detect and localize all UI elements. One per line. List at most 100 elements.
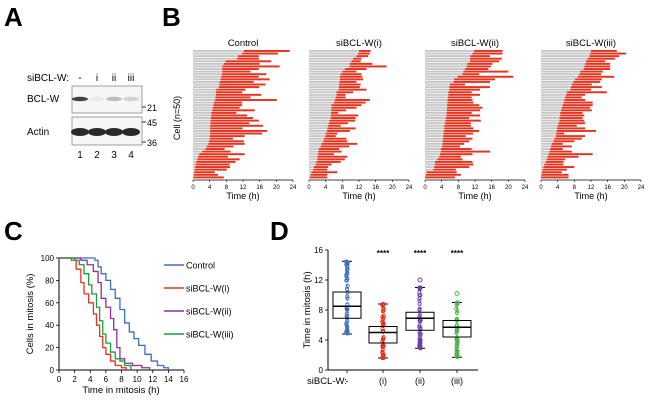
interphase-bar	[425, 99, 448, 101]
data-point	[381, 315, 386, 320]
interphase-bar	[309, 65, 350, 68]
box	[405, 311, 435, 331]
data-point	[454, 352, 459, 357]
mitosis-bar	[323, 140, 348, 143]
mitosis-bar	[442, 142, 465, 145]
interphase-bar	[193, 65, 223, 68]
interphase-bar	[425, 70, 464, 73]
interphase-bar	[309, 145, 321, 148]
interphase-bar	[425, 96, 448, 99]
mitosis-bar	[330, 114, 359, 117]
interphase-bar	[309, 129, 327, 132]
x-tick-label: 8	[225, 185, 229, 191]
mitosis-bar	[223, 62, 260, 65]
interphase-bar	[309, 155, 318, 158]
x-tick-label: 16	[488, 185, 495, 191]
mitosis-bar	[447, 101, 474, 104]
mitosis-bar	[445, 122, 471, 125]
data-point	[418, 317, 423, 322]
data-point	[417, 315, 422, 320]
interphase-bar	[425, 68, 465, 70]
interphase-bar	[309, 166, 314, 169]
data-point	[455, 337, 460, 342]
mitosis-bar	[210, 119, 259, 122]
mitosis-bar	[437, 158, 463, 161]
interphase-bar	[425, 88, 450, 91]
data-point	[455, 337, 460, 342]
x-tick-label: 0	[191, 185, 195, 191]
data-point	[418, 333, 423, 338]
data-point	[454, 336, 459, 341]
interphase-bar	[193, 129, 211, 132]
data-point	[417, 308, 422, 313]
mitosis-bar	[317, 155, 348, 158]
data-point	[417, 313, 422, 318]
interphase-bar	[541, 62, 586, 65]
mitosis-bar	[442, 140, 470, 143]
data-point	[455, 339, 460, 344]
blot-lane-label: -	[78, 73, 81, 84]
x-tick-label: (iii)	[451, 376, 463, 386]
data-point	[344, 329, 349, 334]
x-tick-label: 16	[256, 185, 263, 191]
data-point	[454, 327, 459, 332]
data-point	[417, 323, 422, 328]
interphase-bar	[541, 150, 550, 153]
data-point	[380, 349, 385, 354]
timeline-subpanel: Control 0 4 8 12 16 20 24 Time (h)	[191, 38, 297, 201]
interphase-bar	[193, 78, 221, 81]
data-point	[380, 350, 385, 355]
mitosis-bar	[541, 171, 562, 174]
mitosis-bar	[221, 75, 259, 78]
interphase-bar	[425, 117, 446, 120]
mitosis-bar	[559, 119, 585, 122]
interphase-bar	[541, 160, 546, 163]
data-point	[345, 286, 350, 291]
x-tick-label: 20	[273, 185, 280, 191]
data-point	[380, 315, 385, 320]
interphase-bar	[541, 148, 551, 150]
x-tick-label: 4	[208, 185, 212, 191]
interphase-bar	[193, 50, 244, 52]
data-point	[381, 335, 386, 340]
data-point	[381, 302, 386, 307]
mitosis-bar	[359, 50, 371, 52]
data-point	[454, 345, 459, 350]
data-point	[417, 345, 422, 350]
interphase-bar	[193, 148, 206, 150]
x-tick-label: 20	[505, 185, 512, 191]
interphase-bar	[193, 96, 216, 99]
data-point	[455, 310, 460, 315]
data-point	[417, 344, 422, 349]
mitosis-bar	[215, 99, 277, 101]
x-tick-label: 8	[573, 185, 577, 191]
y-tick-label: 100	[41, 254, 55, 263]
mitosis-bar	[559, 117, 583, 120]
data-point	[381, 343, 386, 348]
marker-21: 21	[147, 103, 157, 113]
mitosis-bar	[590, 52, 626, 55]
data-point	[454, 316, 459, 321]
mitosis-bar	[215, 93, 262, 96]
x-tick-label: 4	[440, 185, 444, 191]
data-point	[418, 345, 423, 350]
interphase-bar	[193, 70, 223, 73]
interphase-bar	[309, 109, 332, 112]
blot-row-label-actin: Actin	[27, 127, 49, 138]
x-tick-label: 20	[621, 185, 628, 191]
data-point	[344, 261, 349, 266]
mitosis-bar	[315, 163, 332, 166]
mitosis-bar	[442, 145, 460, 148]
mitosis-bar	[336, 93, 346, 96]
mitosis-bar	[331, 109, 347, 112]
data-point	[345, 271, 350, 276]
data-point	[381, 344, 386, 349]
mitosis-bar	[544, 163, 564, 166]
mitosis-bar	[210, 127, 243, 130]
data-point	[381, 352, 386, 357]
interphase-bar	[541, 114, 561, 117]
mitosis-bar	[470, 55, 490, 58]
data-point	[454, 352, 459, 357]
